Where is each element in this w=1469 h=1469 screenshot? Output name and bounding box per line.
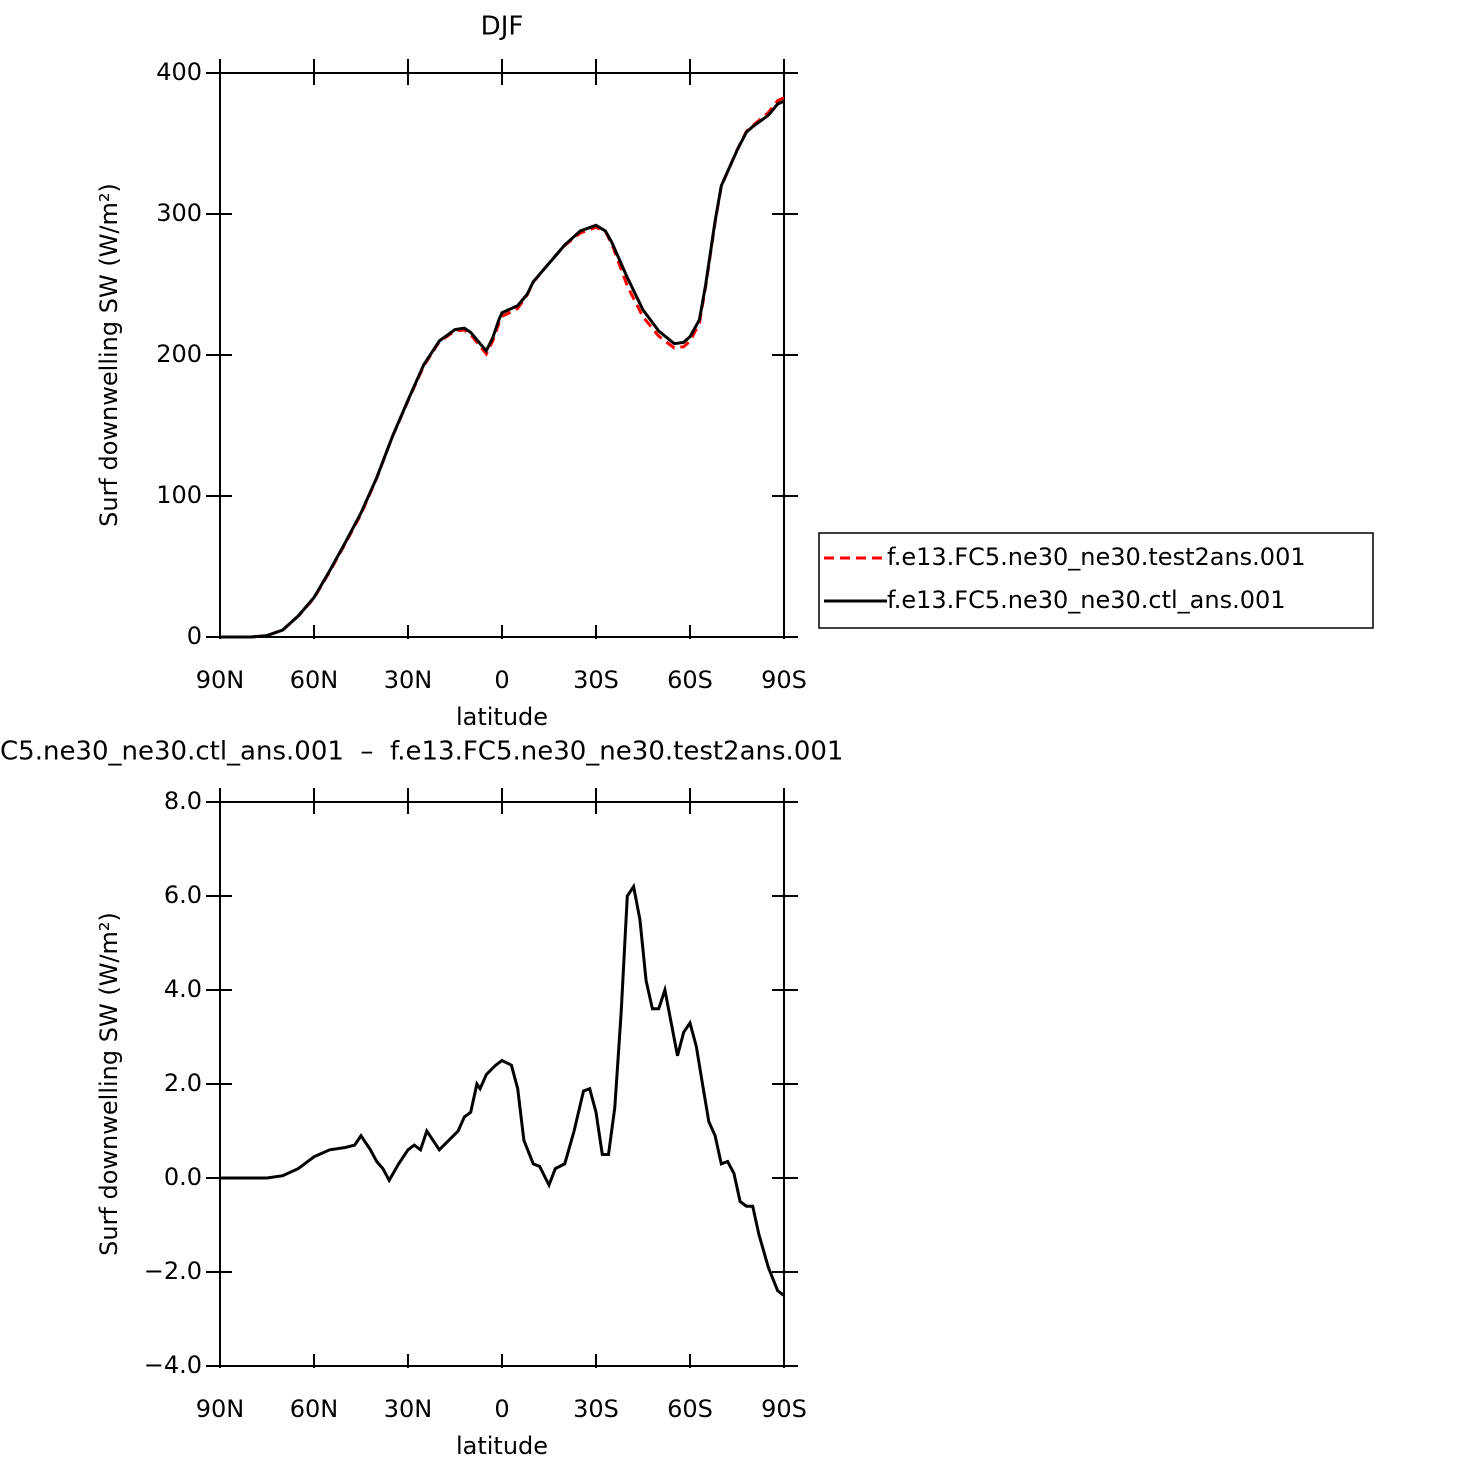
y-tick-label: 6.0 xyxy=(164,881,202,909)
x-tick-label: 30S xyxy=(573,666,619,694)
y-tick-label: 300 xyxy=(156,199,202,227)
legend-label: f.e13.FC5.ne30_ne30.ctl_ans.001 xyxy=(887,586,1286,614)
x-tick-label: 0 xyxy=(494,1395,509,1423)
plot-frame xyxy=(219,72,785,638)
chart-title: C5.ne30_ne30.ctl_ans.001 – f.e13.FC5.ne3… xyxy=(0,737,843,767)
y-tick-label: −4.0 xyxy=(144,1351,202,1379)
data-line xyxy=(220,882,785,1297)
y-tick-label: −2.0 xyxy=(144,1257,202,1285)
x-axis-label: latitude xyxy=(456,703,548,731)
x-tick-label: 30N xyxy=(384,1395,433,1423)
x-tick-label: 30N xyxy=(384,666,433,694)
chart-title: DJF xyxy=(481,12,524,42)
y-tick-label: 100 xyxy=(156,481,202,509)
plot-frame xyxy=(219,801,785,1367)
y-tick-label: 400 xyxy=(156,58,202,86)
x-tick-label: 60S xyxy=(667,666,713,694)
x-tick-label: 90S xyxy=(761,666,807,694)
y-axis-label: Surf downwelling SW (W/m²) xyxy=(95,912,123,1256)
data-line xyxy=(220,99,785,639)
y-tick-label: 8.0 xyxy=(164,787,202,815)
y-axis-label: Surf downwelling SW (W/m²) xyxy=(95,183,123,527)
x-tick-label: 90N xyxy=(196,1395,245,1423)
y-tick-label: 0.0 xyxy=(164,1163,202,1191)
data-line xyxy=(220,96,785,639)
x-tick-label: 60N xyxy=(290,666,339,694)
x-tick-label: 0 xyxy=(494,666,509,694)
x-tick-label: 90N xyxy=(196,666,245,694)
x-axis-label: latitude xyxy=(456,1432,548,1460)
x-tick-label: 30S xyxy=(573,1395,619,1423)
x-tick-label: 90S xyxy=(761,1395,807,1423)
y-tick-label: 0 xyxy=(187,622,202,650)
y-tick-label: 2.0 xyxy=(164,1069,202,1097)
y-tick-label: 200 xyxy=(156,340,202,368)
y-tick-label: 4.0 xyxy=(164,975,202,1003)
x-tick-label: 60N xyxy=(290,1395,339,1423)
legend-label: f.e13.FC5.ne30_ne30.test2ans.001 xyxy=(887,543,1306,571)
x-tick-label: 60S xyxy=(667,1395,713,1423)
legend-box xyxy=(818,532,1374,629)
